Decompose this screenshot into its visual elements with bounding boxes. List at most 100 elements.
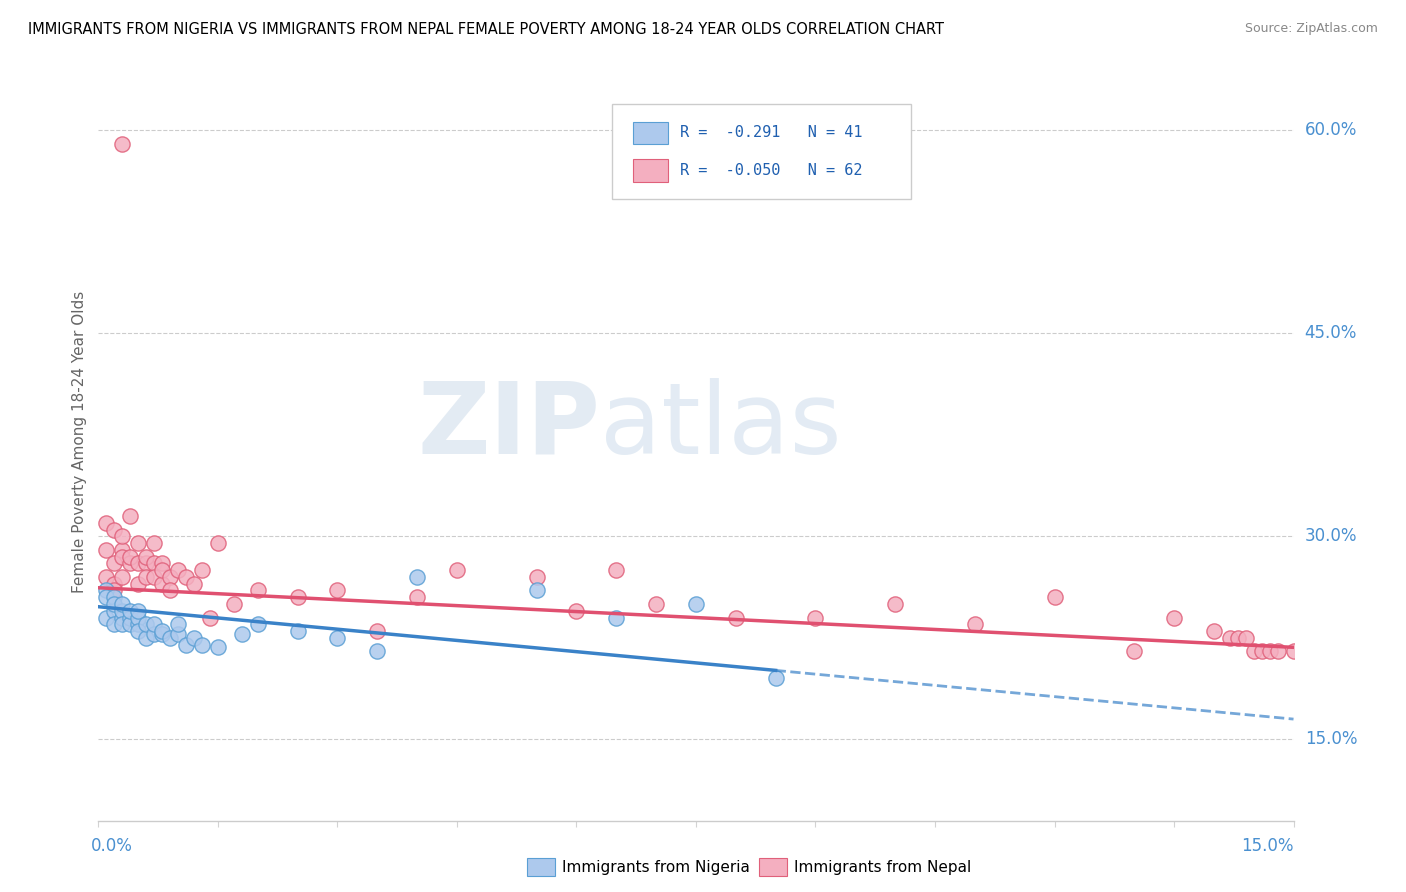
Point [127,617,149,632]
Point [207,536,229,550]
Point [103,557,125,571]
Point [222,597,245,611]
Point [135,549,157,564]
Text: Source: ZipAtlas.com: Source: ZipAtlas.com [1244,22,1378,36]
Point [167,563,190,577]
Point [150,576,173,591]
Point [1267,644,1289,658]
Point [526,570,548,584]
Point [143,536,166,550]
Point [96,583,118,598]
Point [103,591,125,605]
Point [143,557,166,571]
Point [96,516,118,530]
Point [765,672,787,686]
Point [135,557,157,571]
Point [1250,644,1272,658]
Point [111,542,134,557]
Point [127,576,149,591]
Text: Immigrants from Nigeria: Immigrants from Nigeria [562,860,751,874]
Point [366,644,388,658]
Point [96,591,118,605]
Point [143,627,166,641]
Point [1123,644,1146,658]
Point [167,617,190,632]
Point [150,557,173,571]
Point [135,631,157,645]
Point [1243,644,1265,658]
Text: 30.0%: 30.0% [1305,527,1357,545]
Point [127,557,149,571]
Point [159,583,181,598]
Point [111,570,134,584]
Point [135,570,157,584]
Point [150,627,173,641]
Point [1202,624,1225,639]
Point [103,597,125,611]
Point [231,627,253,641]
Point [111,604,134,618]
Point [191,638,214,652]
Y-axis label: Female Poverty Among 18-24 Year Olds: Female Poverty Among 18-24 Year Olds [72,291,87,592]
Point [127,610,149,624]
Point [565,604,588,618]
Point [120,549,142,564]
Point [884,597,907,611]
Point [159,570,181,584]
Point [1163,610,1185,624]
Point [127,624,149,639]
Point [605,610,627,624]
Point [207,640,229,655]
Text: 0.0%: 0.0% [90,837,132,855]
Point [183,631,205,645]
Point [685,597,707,611]
Text: 60.0%: 60.0% [1305,121,1357,139]
Point [246,617,269,632]
Point [406,591,429,605]
Point [605,563,627,577]
Point [120,508,142,523]
Point [103,583,125,598]
Point [526,583,548,598]
Point [174,638,197,652]
Text: 15.0%: 15.0% [1305,731,1357,748]
Point [167,627,190,641]
Point [1219,631,1241,645]
Point [120,557,142,571]
Point [366,624,388,639]
Point [246,583,269,598]
Point [103,617,125,632]
Point [103,576,125,591]
Text: 45.0%: 45.0% [1305,324,1357,343]
Point [150,563,173,577]
Point [127,604,149,618]
Text: IMMIGRANTS FROM NIGERIA VS IMMIGRANTS FROM NEPAL FEMALE POVERTY AMONG 18-24 YEAR: IMMIGRANTS FROM NIGERIA VS IMMIGRANTS FR… [28,22,943,37]
Point [103,604,125,618]
Point [406,570,429,584]
Point [111,136,134,151]
Point [111,529,134,543]
Point [1226,631,1249,645]
Point [198,610,221,624]
Point [111,597,134,611]
Point [446,563,468,577]
Point [127,536,149,550]
Point [724,610,747,624]
Point [143,570,166,584]
Point [111,549,134,564]
Point [111,610,134,624]
Text: R =  -0.050   N = 62: R = -0.050 N = 62 [681,163,863,178]
Point [120,610,142,624]
Point [135,617,157,632]
Point [287,624,309,639]
Point [287,591,309,605]
Point [159,631,181,645]
Bar [633,160,668,182]
Point [143,617,166,632]
Point [183,576,205,591]
Text: ZIP: ZIP [418,378,600,475]
Text: R =  -0.291   N = 41: R = -0.291 N = 41 [681,126,863,140]
Point [326,631,349,645]
Point [96,570,118,584]
Point [96,610,118,624]
